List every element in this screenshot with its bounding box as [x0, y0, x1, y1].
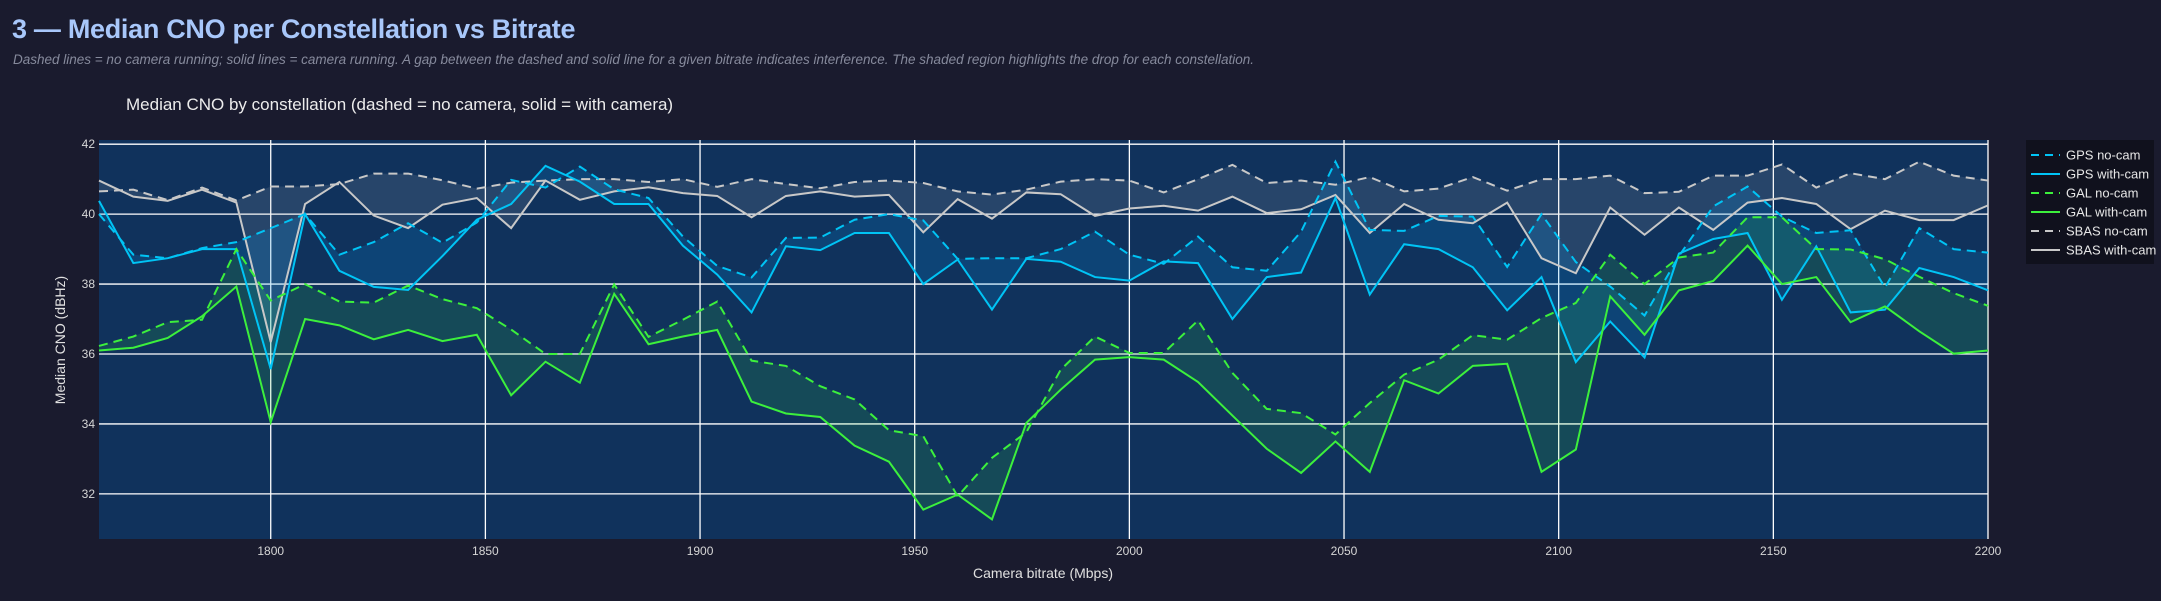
x-axis-ticks: 1800 1850 1900 1950 2000 2050 2100 2150 2200	[257, 544, 2001, 558]
x-tick-label: 2050	[1331, 544, 1358, 558]
legend-label: GPS no-cam	[2066, 148, 2140, 163]
gridlines	[99, 140, 1989, 539]
legend-label: SBAS with-cam	[2066, 243, 2156, 258]
series-gps-no-cam	[98, 159, 1989, 318]
legend-label: SBAS no-cam	[2066, 224, 2148, 239]
legend-box	[2026, 140, 2154, 264]
sbas-drop-region	[99, 161, 1988, 343]
legend-label: GAL with-cam	[2066, 205, 2147, 220]
series-gal-no-cam	[98, 216, 1989, 499]
y-tick-label: 38	[82, 277, 96, 291]
series-lines	[98, 159, 1989, 522]
y-tick-label: 42	[82, 137, 96, 151]
series-gps-with-cam	[98, 164, 1989, 370]
x-tick-label: 1900	[687, 544, 714, 558]
y-axis-ticks: 32 34 36 38 40 42	[82, 137, 96, 501]
legend-item-gps-with-cam[interactable]: GPS with-cam	[2031, 167, 2149, 182]
legend-item-gal-with-cam[interactable]: GAL with-cam	[2031, 205, 2147, 220]
y-axis-title: Median CNO (dBHz)	[52, 276, 68, 404]
x-tick-label: 1950	[901, 544, 928, 558]
series-sbas-no-cam	[98, 160, 1989, 202]
y-tick-label: 34	[82, 417, 96, 431]
x-tick-label: 2100	[1545, 544, 1572, 558]
page-subtitle: Dashed lines = no camera running; solid …	[13, 52, 1255, 67]
y-tick-label: 36	[82, 347, 96, 361]
legend-label: GPS with-cam	[2066, 167, 2149, 182]
legend-item-sbas-no-cam[interactable]: SBAS no-cam	[2031, 224, 2148, 239]
legend[interactable]: GPS no-cam GPS with-cam GAL no-cam GAL with…	[2026, 140, 2156, 264]
legend-item-gal-no-cam[interactable]: GAL no-cam	[2031, 186, 2139, 201]
shaded-drop-regions	[99, 161, 1988, 520]
x-axis-title: Camera bitrate (Mbps)	[973, 565, 1113, 581]
y-tick-label: 40	[82, 207, 96, 221]
gal-drop-region	[99, 217, 1988, 520]
series-sbas-with-cam	[98, 179, 1989, 343]
x-tick-label: 1800	[257, 544, 284, 558]
series-gal-with-cam	[98, 244, 1989, 522]
y-tick-label: 32	[82, 487, 96, 501]
x-tick-label: 2150	[1760, 544, 1787, 558]
plot-area	[99, 140, 1988, 539]
legend-item-sbas-with-cam[interactable]: SBAS with-cam	[2031, 243, 2156, 258]
x-tick-label: 2000	[1116, 544, 1143, 558]
legend-label: GAL no-cam	[2066, 186, 2139, 201]
x-tick-label: 2200	[1975, 544, 2002, 558]
x-tick-label: 1850	[472, 544, 499, 558]
legend-item-gps-no-cam[interactable]: GPS no-cam	[2031, 148, 2140, 163]
chart-title: Median CNO by constellation (dashed = no…	[126, 95, 673, 114]
page-title: 3 — Median CNO per Constellation vs Bitr…	[12, 14, 576, 44]
